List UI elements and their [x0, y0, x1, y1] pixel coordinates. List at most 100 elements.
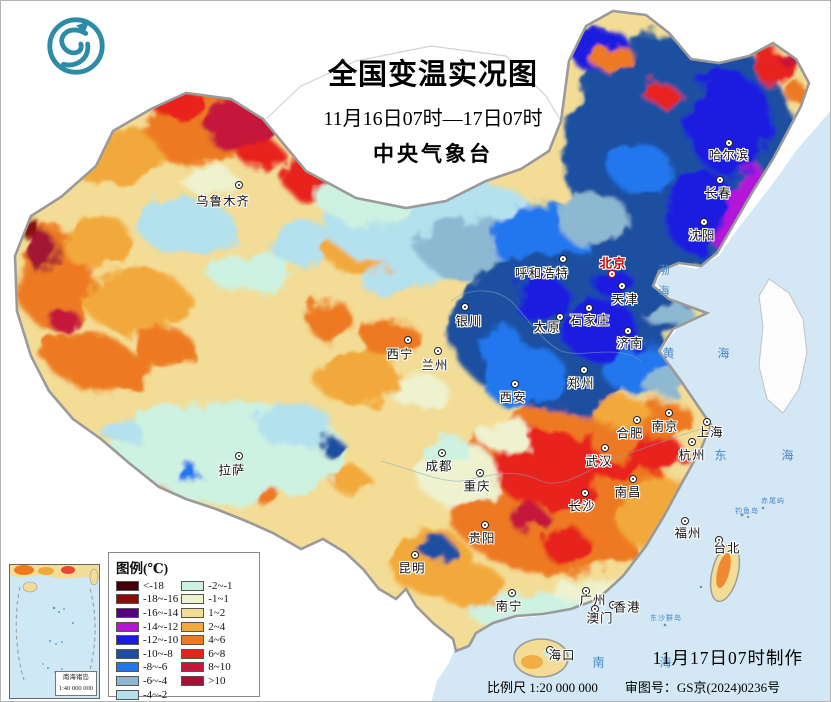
legend-swatch: [116, 607, 139, 618]
legend-label: -2~-1: [208, 579, 233, 592]
legend-entry: 6~8: [181, 647, 232, 661]
temperature-blob: [101, 419, 141, 443]
temperature-blob: [687, 71, 771, 175]
city-label: 呼和浩特: [514, 266, 570, 281]
legend-entry: 4~6: [181, 633, 232, 647]
city-marker: [609, 601, 617, 609]
legend-column-right: -2~-1 -1~1 1~2 2~4 4~6 6~8 8~10 >10: [181, 579, 233, 701]
title-block: 全国变温实况图 11月16日07时—17日07时 中央气象台: [289, 51, 577, 168]
temperature-blob: [134, 199, 238, 253]
city-label: 上海: [696, 425, 724, 440]
city-marker: [476, 469, 484, 477]
legend-label: 2~4: [208, 620, 226, 633]
legend-label: 8~10: [208, 661, 231, 674]
city-marker: [618, 282, 626, 290]
legend-label: -4~-2: [143, 688, 168, 701]
sea-label: 钓鱼岛: [735, 507, 759, 515]
sea-label: 赤尾屿: [761, 497, 785, 505]
legend-label: -12~-10: [143, 634, 179, 647]
legend-entry: -18~-16: [116, 593, 178, 607]
city-marker: [665, 409, 673, 417]
city-label: 乌鲁木齐: [195, 194, 251, 209]
temperature-blob: [258, 404, 334, 448]
temperature-blob: [331, 469, 371, 493]
temperature-blob: [151, 87, 207, 119]
legend-entry: -8~-6: [116, 661, 178, 675]
legend-label: -14~-12: [143, 620, 179, 633]
temperature-blob: [61, 213, 131, 269]
temperature-blob: [509, 505, 549, 533]
city-label: 台北: [713, 541, 741, 556]
city-marker: [725, 139, 733, 147]
approval-number: 审图号：GS京(2024)0236号: [624, 680, 781, 695]
city-label: 合肥: [616, 426, 644, 441]
legend-label: 4~6: [208, 634, 226, 647]
city-marker: [511, 380, 519, 388]
temperature-blob: [494, 431, 598, 507]
city-marker: [585, 304, 593, 312]
temperature-blob: [241, 142, 285, 170]
legend-swatch: [116, 662, 139, 673]
temperature-blob: [778, 48, 800, 66]
city-marker: [546, 646, 554, 654]
legend-label: -18~-16: [143, 593, 179, 606]
temperature-blob: [591, 44, 635, 74]
legend-entry: 2~4: [181, 620, 232, 634]
legend-swatch: [116, 689, 139, 700]
sea-label: 黄 海: [662, 346, 750, 361]
city-label: 长春: [704, 186, 732, 201]
temperature-blob: [484, 347, 568, 411]
legend-swatch: [181, 675, 205, 686]
legend-swatch: [181, 580, 205, 591]
city-marker: [703, 418, 711, 426]
production-time: 11月17日07时制作: [652, 648, 803, 668]
legend-entry: 8~10: [181, 661, 232, 675]
city-marker: [481, 521, 489, 529]
legend-label: <-18: [143, 579, 164, 592]
legend-label: 1~2: [208, 606, 226, 619]
legend-column-left: <-18 -18~-16 -16~-14 -14~-12 -12~-10 -10~-8 -8…: [116, 579, 178, 701]
temperature-blob: [542, 529, 590, 563]
legend-entry: -6~-4: [116, 674, 178, 688]
diaoyu-islands: [663, 506, 765, 627]
sea-label: 东沙群岛: [650, 614, 682, 622]
city-label: 南昌: [614, 485, 642, 500]
city-label: 南京: [651, 419, 679, 434]
city-marker: [559, 255, 567, 263]
city-marker: [235, 181, 243, 189]
city-label: 沈阳: [688, 228, 716, 243]
inset-label-box: 南海诸岛 1:40 000 000: [54, 671, 97, 696]
temperature-blob: [557, 193, 629, 245]
temperature-blob: [260, 492, 286, 510]
temperature-blob: [133, 328, 193, 364]
inset-hainan: [22, 581, 38, 593]
temperature-blob: [737, 164, 761, 202]
legend-swatch: [181, 607, 205, 618]
mongolia-border: [265, 45, 562, 122]
inset-label-title: 南海诸岛: [62, 674, 89, 682]
temperature-blob: [306, 303, 356, 339]
temperature-blob: [563, 299, 639, 363]
legend-label: -10~-8: [143, 647, 173, 660]
legend-swatch: [181, 594, 205, 605]
city-marker: [438, 449, 446, 457]
city-marker: [700, 218, 708, 226]
city-label: 兰州: [421, 358, 449, 373]
legend-label: 6~8: [208, 647, 226, 660]
legend-entry: -1~1: [181, 593, 232, 607]
temperature-blob: [316, 173, 426, 225]
legend-label: -16~-14: [143, 606, 179, 619]
temperature-blob: [209, 253, 293, 293]
city-marker: [601, 444, 609, 452]
legend-entry: <-18: [116, 579, 178, 593]
city-label: 石家庄: [569, 313, 611, 328]
rivers: [380, 290, 702, 484]
city-marker: [404, 336, 412, 344]
temperature-blob: [42, 332, 150, 394]
agency-name: 中央气象台: [373, 142, 493, 166]
sea-label: 南 海: [592, 655, 698, 670]
legend-entry: -14~-12: [116, 620, 178, 634]
temperature-blob: [646, 305, 696, 327]
city-label: 武汉: [585, 454, 613, 469]
city-label: 西宁: [386, 347, 414, 362]
